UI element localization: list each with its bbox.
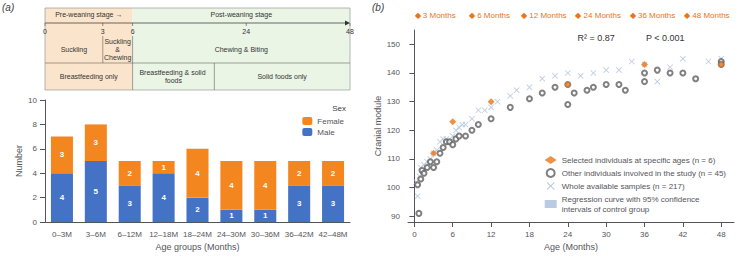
svg-text:Chewing: Chewing <box>104 54 131 62</box>
svg-text:Selected individuals at specif: Selected individuals at specific ages (n… <box>562 156 716 165</box>
svg-text:24: 24 <box>563 230 572 239</box>
svg-text:110: 110 <box>387 154 400 163</box>
svg-text:Age (Months): Age (Months) <box>544 242 598 252</box>
svg-text:Whole available samples (n = 2: Whole available samples (n = 217) <box>562 182 685 191</box>
svg-text:4: 4 <box>263 181 268 190</box>
svg-text:48: 48 <box>717 230 726 239</box>
svg-text:foods: foods <box>165 77 183 84</box>
svg-text:48: 48 <box>346 28 354 35</box>
svg-text:Cranial module: Cranial module <box>373 96 383 157</box>
svg-text:120: 120 <box>387 126 401 135</box>
svg-text:90: 90 <box>391 212 400 221</box>
svg-text:0–3M: 0–3M <box>52 230 72 239</box>
svg-text:150: 150 <box>387 40 401 49</box>
svg-text:2: 2 <box>127 169 132 178</box>
svg-text:0: 0 <box>43 28 47 35</box>
svg-text:Regression curve with 95% conf: Regression curve with 95% confidence <box>562 195 700 204</box>
svg-text:3: 3 <box>297 199 302 208</box>
svg-text:1: 1 <box>161 163 166 172</box>
svg-text:3: 3 <box>127 199 132 208</box>
svg-text:3: 3 <box>331 199 336 208</box>
svg-text:42–48M: 42–48M <box>319 230 348 239</box>
svg-text:4: 4 <box>229 181 234 190</box>
svg-text:◆ 3 Months: ◆ 3 Months <box>415 11 456 20</box>
svg-text:(b): (b) <box>372 2 384 13</box>
svg-text:Other individuals involved in: Other individuals involved in the study … <box>562 169 727 178</box>
svg-text:8: 8 <box>33 120 38 129</box>
svg-text:◆ 48 Months: ◆ 48 Months <box>684 11 730 20</box>
svg-text:3–6M: 3–6M <box>86 230 106 239</box>
svg-text:6: 6 <box>451 230 456 239</box>
svg-text:(a): (a) <box>2 2 14 13</box>
svg-text:24: 24 <box>242 28 250 35</box>
svg-text:Suckling: Suckling <box>104 38 131 46</box>
svg-text:18: 18 <box>525 230 534 239</box>
svg-text:6: 6 <box>33 144 38 153</box>
svg-text:4: 4 <box>60 193 65 202</box>
svg-text:◆ 6 Months: ◆ 6 Months <box>469 11 510 20</box>
svg-text:2: 2 <box>195 205 200 214</box>
svg-text:3: 3 <box>101 28 105 35</box>
svg-text:30–36M: 30–36M <box>251 230 280 239</box>
svg-text:3: 3 <box>94 138 99 147</box>
svg-text:4: 4 <box>195 169 200 178</box>
svg-text:4: 4 <box>161 193 166 202</box>
svg-text:36–42M: 36–42M <box>285 230 314 239</box>
svg-text:Suckling: Suckling <box>61 46 88 54</box>
svg-text:0: 0 <box>412 230 417 239</box>
svg-text:0: 0 <box>33 218 38 227</box>
svg-text:R² = 0.87: R² = 0.87 <box>578 33 615 43</box>
svg-text:Solid foods only: Solid foods only <box>257 73 307 81</box>
svg-text:100: 100 <box>387 183 401 192</box>
svg-text:Chewing & Biting: Chewing & Biting <box>215 46 268 54</box>
svg-text:Pre-weaning stage →: Pre-weaning stage → <box>55 11 122 19</box>
svg-text:◆ 12 Months: ◆ 12 Months <box>521 11 567 20</box>
svg-text:Age groups (Months): Age groups (Months) <box>155 242 239 252</box>
svg-text:24–30M: 24–30M <box>217 230 246 239</box>
svg-text:6: 6 <box>131 28 135 35</box>
svg-text:4: 4 <box>33 169 38 178</box>
svg-text:Sex: Sex <box>332 104 346 113</box>
svg-text:6–12M: 6–12M <box>117 230 142 239</box>
svg-text:18–24M: 18–24M <box>183 230 212 239</box>
svg-text:5: 5 <box>94 187 99 196</box>
svg-text:&: & <box>115 46 120 53</box>
svg-text:10: 10 <box>28 96 37 105</box>
svg-text:2: 2 <box>331 169 336 178</box>
svg-text:◆ 24 Months: ◆ 24 Months <box>575 11 621 20</box>
svg-text:◆ 36 Months: ◆ 36 Months <box>630 11 676 20</box>
svg-text:2: 2 <box>33 193 38 202</box>
svg-text:36: 36 <box>640 230 649 239</box>
svg-text:12: 12 <box>487 230 496 239</box>
svg-text:30: 30 <box>602 230 611 239</box>
svg-text:12–18M: 12–18M <box>149 230 178 239</box>
svg-text:2: 2 <box>297 169 302 178</box>
svg-text:Breastfeeding & solid: Breastfeeding & solid <box>139 69 207 77</box>
svg-text:Female: Female <box>317 117 344 126</box>
svg-text:intervals of control group: intervals of control group <box>562 205 650 214</box>
svg-text:P < 0.001: P < 0.001 <box>646 33 685 43</box>
svg-text:42: 42 <box>678 230 687 239</box>
svg-text:1: 1 <box>263 211 268 220</box>
svg-text:1: 1 <box>229 211 234 220</box>
svg-text:Post-weaning stage: Post-weaning stage <box>211 11 273 19</box>
svg-text:Male: Male <box>317 128 335 137</box>
svg-text:140: 140 <box>387 68 401 77</box>
svg-text:Number: Number <box>14 145 24 177</box>
svg-text:3: 3 <box>60 150 65 159</box>
svg-text:Breastfeeding only: Breastfeeding only <box>60 73 118 81</box>
svg-text:130: 130 <box>387 97 401 106</box>
